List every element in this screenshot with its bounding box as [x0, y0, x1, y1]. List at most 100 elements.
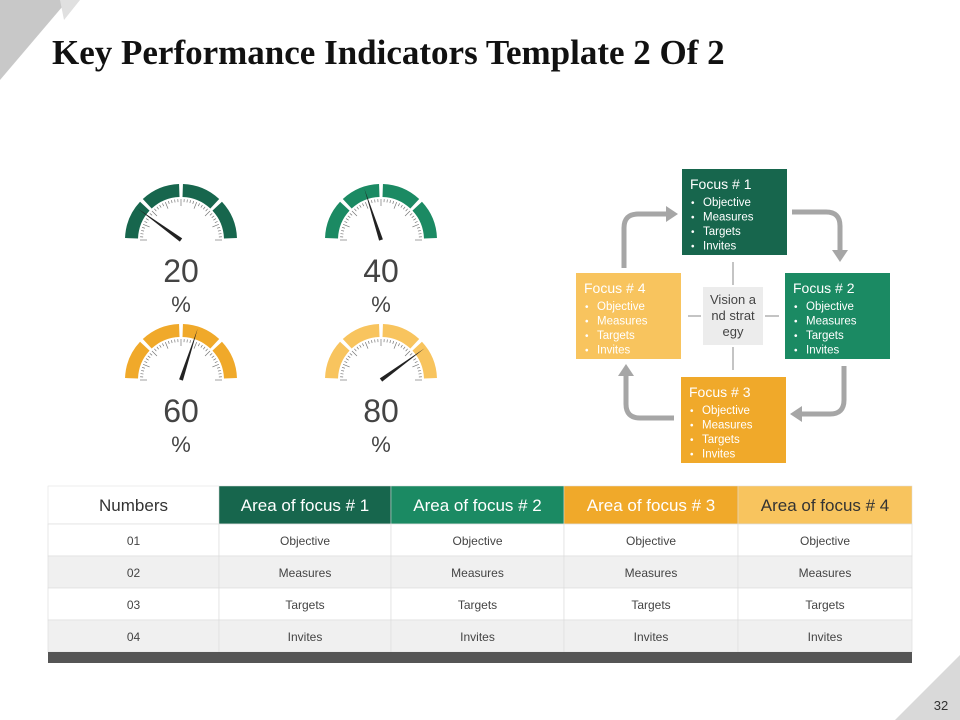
bullet: • — [690, 421, 694, 432]
gauge-tick — [212, 363, 220, 368]
arrow-head — [790, 406, 802, 422]
gauge-tick — [347, 355, 351, 358]
gauge-segment — [182, 184, 220, 209]
gauge-tick — [413, 218, 417, 221]
cell-text: Invites — [808, 630, 843, 644]
gauge-tick — [164, 341, 169, 349]
focus-item: Invites — [702, 449, 735, 461]
gauge-tick — [141, 226, 145, 229]
table-cell — [218, 587, 392, 621]
gauge-tick — [214, 361, 218, 364]
cell-text: Measures — [451, 566, 504, 580]
table-cell — [563, 555, 739, 589]
gauge-tick — [205, 348, 208, 352]
gauge-tick — [405, 208, 408, 212]
gauge-tick — [144, 221, 148, 224]
gauge-needle — [379, 348, 425, 382]
gauge-tick — [412, 363, 420, 368]
gauge-segment — [142, 324, 180, 349]
bullet: • — [690, 450, 694, 461]
bullet: • — [585, 317, 589, 328]
gauge-tick — [197, 343, 200, 347]
gauge-tick — [200, 344, 203, 348]
gauge-tick — [159, 204, 162, 208]
table-cell — [218, 523, 392, 557]
cell-text: 04 — [127, 630, 141, 644]
header-cell — [390, 485, 565, 525]
gauge-tick — [141, 230, 145, 232]
gauge-tick — [189, 340, 191, 344]
header-text: Area of focus # 4 — [761, 496, 890, 515]
gauge-tick — [342, 363, 350, 368]
gauge-tick — [404, 350, 411, 357]
gauge-tick — [159, 344, 162, 348]
gauge-tick — [209, 213, 213, 216]
center-label: Vision and strategy — [710, 292, 757, 339]
gauge-tick — [162, 343, 165, 347]
arrow — [800, 366, 847, 417]
gauge-tick — [345, 218, 349, 221]
focus-box-bg — [576, 273, 681, 359]
gauge-needle — [364, 188, 383, 241]
header-text: Area of focus # 1 — [241, 496, 370, 515]
gauge-needle — [179, 328, 198, 381]
gauge-tick — [347, 215, 351, 218]
focus-item: Objective — [806, 301, 854, 313]
gauge-tick — [341, 366, 345, 369]
cell-text: Objective — [626, 534, 676, 548]
gauge-tick — [397, 343, 400, 347]
gauge-tick — [400, 344, 403, 348]
gauge-tick — [342, 223, 350, 228]
cell-text: Objective — [452, 534, 502, 548]
gauge-segment — [125, 341, 150, 379]
focus-title: Focus # 1 — [690, 176, 752, 192]
gauge-tick — [204, 350, 211, 357]
gauge-segment — [142, 184, 180, 209]
focus-item: Measures — [597, 316, 648, 328]
focus-item: Invites — [597, 345, 630, 357]
gauge-tick — [193, 201, 198, 209]
gauge-unit: % — [171, 432, 191, 457]
gauge-segment — [382, 324, 420, 349]
gauge-tick — [167, 340, 170, 344]
gauge-tick — [189, 200, 191, 204]
table-cell — [737, 555, 913, 589]
gauge-tick — [142, 223, 150, 228]
cell-text: Objective — [280, 534, 330, 548]
gauge-tick — [404, 210, 411, 217]
gauge-segment — [342, 184, 380, 209]
cycle-arrows — [621, 209, 847, 421]
gauge-unit: % — [371, 292, 391, 317]
cell-text: Measures — [625, 566, 678, 580]
table-cell — [737, 523, 913, 557]
gauge-tick — [205, 208, 208, 212]
gauge-tick — [356, 346, 359, 350]
gauge-tick — [344, 361, 348, 364]
focus-item: Invites — [806, 345, 839, 357]
gauge-tick — [371, 340, 373, 344]
table-cell — [737, 587, 913, 621]
gauge-tick — [171, 340, 173, 344]
gauge-tick — [351, 210, 358, 217]
gauge-tick — [217, 230, 221, 232]
gauge-tick — [397, 203, 400, 207]
gauge-segment — [182, 324, 220, 349]
bullet: • — [691, 242, 695, 253]
bullet: • — [794, 317, 798, 328]
bullet: • — [691, 213, 695, 224]
header-cell — [47, 485, 220, 525]
table-cell — [218, 555, 392, 589]
gauge-tick — [351, 350, 358, 357]
gauge-segment — [412, 201, 437, 239]
header-cell — [563, 485, 739, 525]
gauge-tick — [147, 355, 151, 358]
focus-box: Focus # 2 • Objective • Measures • Targets • Inv… — [785, 273, 890, 359]
gauge-tick — [204, 210, 211, 217]
gauge-segment — [382, 184, 420, 209]
gauge-segment — [125, 201, 150, 239]
corner-decoration — [0, 0, 68, 80]
arrow — [792, 209, 843, 252]
gauge-tick — [341, 370, 345, 372]
arrow — [621, 211, 668, 268]
